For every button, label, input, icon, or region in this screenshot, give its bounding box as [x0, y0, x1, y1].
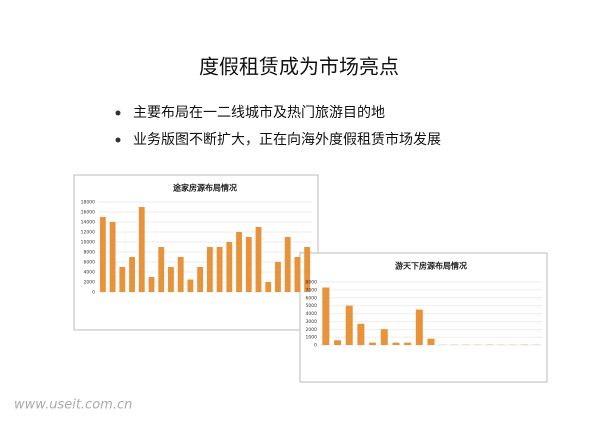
chart-title: 游天下房源布局情况	[395, 261, 467, 271]
y-tick-label: 16000	[81, 210, 95, 216]
bar	[206, 247, 213, 292]
bar	[236, 232, 242, 292]
y-tick-label: 3000	[306, 319, 318, 325]
bar	[187, 279, 194, 292]
bar	[129, 257, 135, 292]
bar	[245, 237, 252, 292]
bar	[294, 257, 301, 292]
bar	[304, 247, 311, 292]
bullet-dot	[115, 137, 121, 143]
bar	[275, 262, 281, 292]
bar	[265, 282, 272, 292]
bar	[255, 227, 262, 292]
bar	[158, 247, 165, 292]
y-tick-label: 14000	[81, 220, 95, 226]
y-tick-label: 0	[314, 343, 317, 349]
chart-title: 途家房源布局情况	[173, 183, 237, 193]
bar	[322, 287, 330, 345]
bar	[345, 305, 353, 345]
bar	[392, 342, 400, 345]
bar	[197, 267, 204, 292]
bullet: 主要布局在一二线城市及热门旅游目的地	[133, 104, 385, 121]
y-tick-label: 12000	[81, 230, 95, 236]
bar	[216, 247, 223, 292]
y-tick-label: 5000	[306, 303, 318, 309]
bar	[119, 267, 126, 292]
bar	[284, 237, 291, 292]
y-tick-label: 6000	[84, 260, 96, 266]
y-tick-label: 2000	[306, 327, 318, 333]
y-tick-label: 6000	[306, 295, 318, 301]
bar	[226, 242, 233, 292]
bar	[334, 340, 342, 345]
bar	[168, 267, 174, 292]
bar	[177, 257, 184, 292]
slide-title: 度假租赁成为市场亮点	[199, 55, 399, 79]
bullet-dot	[115, 110, 121, 116]
bar	[380, 329, 388, 345]
y-tick-label: 1000	[306, 335, 318, 341]
bar	[427, 338, 435, 345]
bar	[404, 342, 412, 345]
y-tick-label: 7000	[306, 287, 318, 293]
y-tick-label: 4000	[84, 270, 96, 276]
bar	[415, 309, 423, 345]
chart-frame	[299, 252, 548, 383]
bar	[138, 207, 145, 292]
bullet: 业务版图不断扩大，正在向海外度假租赁市场发展	[133, 131, 441, 148]
bar	[109, 222, 116, 292]
bar	[99, 217, 106, 292]
bar	[369, 342, 377, 345]
y-tick-label: 8000	[84, 250, 96, 256]
y-tick-label: 0	[92, 290, 95, 296]
watermark: www.useit.com.cn	[14, 398, 132, 413]
bar	[357, 323, 365, 345]
y-tick-label: 18000	[81, 200, 95, 206]
y-tick-label: 10000	[81, 240, 95, 246]
y-tick-label: 4000	[306, 311, 318, 317]
y-tick-label: 2000	[84, 280, 96, 286]
bar	[148, 277, 155, 292]
y-tick-label: 8000	[306, 280, 318, 286]
